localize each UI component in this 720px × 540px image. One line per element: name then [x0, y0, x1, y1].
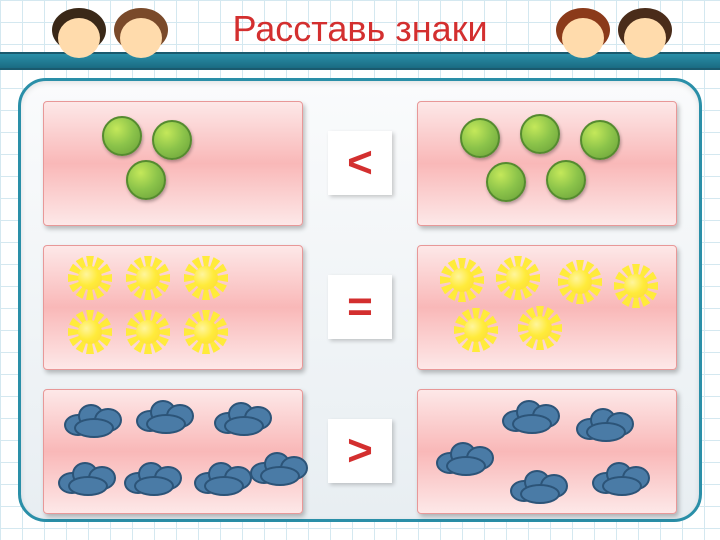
- kid-avatar: [610, 0, 680, 70]
- comparison-row: >: [43, 387, 677, 515]
- cloud-icon: [214, 400, 270, 434]
- green-circle-icon: [126, 160, 166, 200]
- green-circle-icon: [580, 120, 620, 160]
- main-stage: < = >: [18, 78, 702, 522]
- cloud-icon: [510, 468, 566, 502]
- comparison-row: =: [43, 243, 677, 371]
- operator-box[interactable]: >: [328, 419, 392, 483]
- cloud-icon: [250, 450, 306, 484]
- sun-icon: [496, 256, 540, 300]
- cloud-icon: [64, 402, 120, 436]
- sun-icon: [126, 310, 170, 354]
- count-card: [43, 245, 303, 370]
- sun-icon: [454, 308, 498, 352]
- sun-icon: [184, 310, 228, 354]
- count-card: [43, 101, 303, 226]
- count-card: [43, 389, 303, 514]
- count-card: [417, 245, 677, 370]
- sun-icon: [614, 264, 658, 308]
- sun-icon: [68, 310, 112, 354]
- cloud-icon: [436, 440, 492, 474]
- green-circle-icon: [102, 116, 142, 156]
- kid-avatar: [44, 0, 114, 70]
- cloud-icon: [194, 460, 250, 494]
- cloud-icon: [592, 460, 648, 494]
- green-circle-icon: [460, 118, 500, 158]
- sun-icon: [184, 256, 228, 300]
- green-circle-icon: [486, 162, 526, 202]
- kid-avatar: [106, 0, 176, 70]
- cloud-icon: [502, 398, 558, 432]
- sun-icon: [68, 256, 112, 300]
- cloud-icon: [576, 406, 632, 440]
- cloud-icon: [58, 460, 114, 494]
- green-circle-icon: [152, 120, 192, 160]
- green-circle-icon: [546, 160, 586, 200]
- sun-icon: [518, 306, 562, 350]
- sun-icon: [126, 256, 170, 300]
- count-card: [417, 389, 677, 514]
- sun-icon: [558, 260, 602, 304]
- sun-icon: [440, 258, 484, 302]
- cloud-icon: [136, 398, 192, 432]
- count-card: [417, 101, 677, 226]
- comparison-row: <: [43, 99, 677, 227]
- operator-box[interactable]: <: [328, 131, 392, 195]
- cloud-icon: [124, 460, 180, 494]
- green-circle-icon: [520, 114, 560, 154]
- kid-avatar: [548, 0, 618, 70]
- operator-box[interactable]: =: [328, 275, 392, 339]
